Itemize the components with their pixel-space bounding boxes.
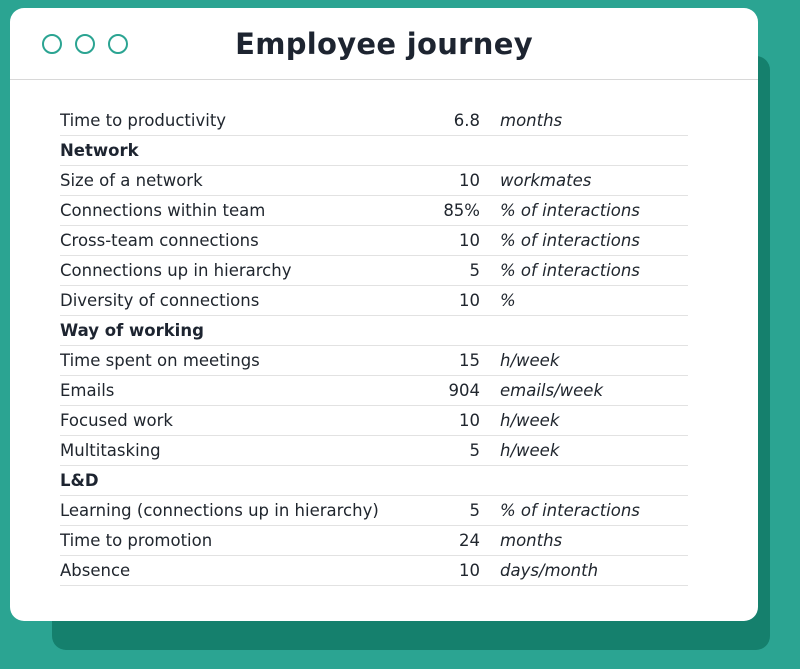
table-row: Multitasking 5 h/week (60, 436, 688, 466)
metric-value: 10 (459, 411, 480, 430)
metric-value: 6.8 (453, 111, 480, 130)
metric-unit: days/month (500, 561, 599, 580)
browser-window: Employee journey Time to productivity 6.… (10, 8, 758, 621)
table-row: Time to productivity 6.8 months (60, 106, 688, 136)
page-title: Employee journey (235, 26, 533, 61)
metric-unit: workmates (500, 171, 592, 190)
metric-label: Diversity of connections (60, 291, 260, 310)
table-row: Emails 904 emails/week (60, 376, 688, 406)
metric-label: Connections up in hierarchy (60, 261, 292, 280)
section-header-row: Way of working (60, 316, 688, 346)
metric-label: Time to promotion (60, 531, 213, 550)
metric-label: Size of a network (60, 171, 203, 190)
section-label: Way of working (60, 321, 204, 340)
metric-label: Cross-team connections (60, 231, 259, 250)
section-label: L&D (60, 471, 99, 490)
metric-unit: % (500, 291, 516, 310)
metric-value: 10 (459, 171, 480, 190)
table-row: Focused work 10 h/week (60, 406, 688, 436)
window-control-circle-icon (42, 33, 62, 54)
metric-label: Time spent on meetings (60, 351, 260, 370)
metric-value: 10 (459, 561, 480, 580)
metric-value: 10 (459, 231, 480, 250)
metric-value: 85% (443, 201, 480, 220)
table-row: Learning (connections up in hierarchy) 5… (60, 496, 688, 526)
section-label: Network (60, 141, 139, 160)
metric-value: 904 (448, 381, 481, 400)
metric-unit: % of interactions (500, 231, 640, 250)
metric-unit: months (500, 111, 563, 130)
window-controls (42, 8, 128, 79)
metric-value: 10 (459, 291, 480, 310)
table-row: Size of a network 10 workmates (60, 166, 688, 196)
metric-label: Learning (connections up in hierarchy) (60, 501, 379, 520)
metric-label: Absence (60, 561, 131, 580)
table-row: Cross-team connections 10 % of interacti… (60, 226, 688, 256)
section-header-row: Network (60, 136, 688, 166)
window-titlebar: Employee journey (10, 8, 758, 80)
metric-unit: % of interactions (500, 201, 640, 220)
window-control-circle-icon (108, 33, 128, 54)
metric-unit: % of interactions (500, 501, 640, 520)
metric-label: Emails (60, 381, 115, 400)
metric-value: 5 (469, 261, 481, 280)
table-row: Time to promotion 24 months (60, 526, 688, 556)
metric-label: Multitasking (60, 441, 161, 460)
table-row: Absence 10 days/month (60, 556, 688, 586)
metric-unit: h/week (500, 411, 560, 430)
metric-unit: h/week (500, 351, 560, 370)
metric-unit: h/week (500, 441, 560, 460)
metric-value: 24 (459, 531, 480, 550)
table-row: Connections within team 85% % of interac… (60, 196, 688, 226)
window-control-circle-icon (75, 33, 95, 54)
section-header-row: L&D (60, 466, 688, 496)
table-row: Time spent on meetings 15 h/week (60, 346, 688, 376)
metric-label: Time to productivity (60, 111, 227, 130)
table-row: Connections up in hierarchy 5 % of inter… (60, 256, 688, 286)
metric-label: Connections within team (60, 201, 266, 220)
table-row: Diversity of connections 10 % (60, 286, 688, 316)
metric-unit: % of interactions (500, 261, 640, 280)
metric-value: 5 (469, 501, 481, 520)
metric-unit: emails/week (500, 381, 604, 400)
metric-unit: months (500, 531, 563, 550)
metric-label: Focused work (60, 411, 173, 430)
metrics-table: Time to productivity 6.8 months Network … (10, 80, 758, 586)
metric-value: 15 (459, 351, 480, 370)
metric-value: 5 (469, 441, 481, 460)
